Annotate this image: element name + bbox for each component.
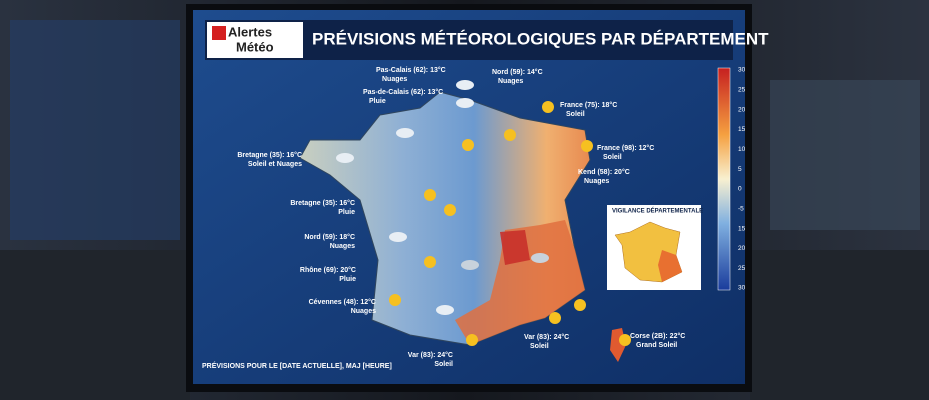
annotation-weather: Nuages bbox=[498, 78, 523, 85]
background-monitor bbox=[770, 80, 920, 230]
color-scale bbox=[717, 67, 731, 291]
annotation-weather: Nuages bbox=[351, 308, 376, 315]
title: PRÉVISIONS MÉTÉOROLOGIQUES PAR DÉPARTEME… bbox=[312, 29, 769, 48]
annotation-weather: Soleil bbox=[603, 154, 622, 161]
annotation-place: Corse (2B): 22°C bbox=[630, 332, 685, 340]
scale-label: 25 bbox=[738, 87, 746, 94]
scale-label: 30 bbox=[738, 285, 746, 292]
annotation-weather: Pluie bbox=[339, 276, 356, 283]
scale-label: 10 bbox=[738, 146, 746, 153]
footer: PRÉVISIONS POUR LE [DATE ACTUELLE], MAJ … bbox=[202, 361, 392, 370]
scale-label: 15 bbox=[738, 126, 746, 133]
annotation-weather: Nuages bbox=[382, 76, 407, 83]
scale-label: -5 bbox=[738, 205, 744, 212]
scale-label: 15 bbox=[738, 225, 746, 232]
south-east-region bbox=[455, 220, 585, 345]
annotation-place: France (98): 12°C bbox=[597, 144, 654, 152]
annotation-place: Pas-de-Calais (62): 13°C bbox=[363, 88, 443, 96]
scale-label: 30 bbox=[738, 67, 746, 74]
annotation-place: Bretagne (35): 16°C bbox=[290, 199, 355, 207]
annotation-weather: Soleil et Nuages bbox=[248, 161, 302, 168]
scale-label: 25 bbox=[738, 265, 746, 272]
annotation-place: Nord (59): 18°C bbox=[304, 233, 355, 241]
scale-labels: 30 25 20 15 10 5 0 -5 15 20 25 30 bbox=[738, 67, 746, 292]
hot-zone bbox=[500, 230, 530, 265]
scale-label: 0 bbox=[738, 186, 742, 193]
annotation-weather: Nuages bbox=[330, 243, 355, 250]
annotation-weather: Pluie bbox=[338, 209, 355, 216]
annotations: Pas-Calais (62): 13°C Nuages Nord (59): 14… bbox=[237, 66, 685, 368]
annotation-weather: Soleil bbox=[566, 111, 585, 118]
scale-label: 5 bbox=[738, 166, 742, 173]
annotation-weather: Grand Soleil bbox=[636, 342, 677, 349]
annotation-place: Kend (58): 20°C bbox=[578, 168, 630, 176]
annotation-weather: Soleil bbox=[530, 343, 549, 350]
scale-label: 20 bbox=[738, 106, 746, 113]
annotation-place: Cévennes (48): 12°C bbox=[309, 298, 376, 306]
weather-icons bbox=[336, 80, 631, 346]
annotation-weather: Soleil bbox=[434, 361, 453, 368]
annotation-weather: Pluie bbox=[369, 98, 386, 105]
console-right bbox=[750, 250, 929, 400]
annotation-place: Bretagne (35): 16°C bbox=[237, 151, 302, 159]
background-monitor bbox=[10, 20, 180, 240]
annotation-place: Var (83): 24°C bbox=[524, 333, 569, 341]
logo-text: Météo bbox=[236, 39, 274, 54]
annotation-place: Nord (59): 14°C bbox=[492, 68, 543, 76]
annotation-place: France (75): 18°C bbox=[560, 101, 617, 109]
console-left bbox=[0, 250, 190, 400]
vigilance-title: VIGILANCE DÉPARTEMENTALE bbox=[612, 207, 703, 215]
annotation-place: Pas-Calais (62): 13°C bbox=[376, 66, 446, 74]
annotation-place: Rhône (69): 20°C bbox=[300, 266, 356, 274]
vigilance-orange bbox=[658, 250, 682, 282]
annotation-place: Var (83): 24°C bbox=[408, 351, 453, 359]
scale-label: 20 bbox=[738, 245, 746, 252]
logo-text: Alertes bbox=[228, 24, 272, 39]
annotation-weather: Nuages bbox=[584, 178, 609, 185]
logo-mark bbox=[212, 26, 226, 40]
